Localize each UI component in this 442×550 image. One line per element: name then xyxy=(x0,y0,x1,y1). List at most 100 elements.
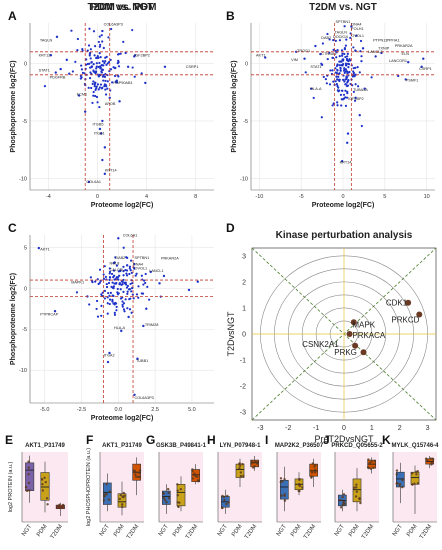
data-point xyxy=(118,274,121,277)
panel-letter: G xyxy=(146,433,155,447)
kinase-label: CSNK2A1 xyxy=(302,340,339,349)
gene-label: ELN xyxy=(402,52,410,56)
box-pdm xyxy=(352,478,362,503)
gene-label: FOLH1 xyxy=(351,27,363,31)
data-point xyxy=(133,393,136,397)
data-point xyxy=(187,288,191,292)
data-point xyxy=(91,101,94,105)
data-point xyxy=(86,49,89,52)
data-point xyxy=(98,127,102,131)
data-point xyxy=(360,124,363,128)
data-point xyxy=(93,85,96,88)
sample-point xyxy=(313,470,317,474)
sample-point xyxy=(178,501,181,504)
data-point xyxy=(94,81,97,84)
x-tick-label: 8 xyxy=(194,194,197,200)
data-point xyxy=(87,180,91,184)
sample-point xyxy=(176,489,179,492)
sample-point xyxy=(354,495,358,498)
data-point xyxy=(99,55,102,59)
panel-title: LYN_P07948-1 xyxy=(220,443,261,449)
sample-point xyxy=(102,499,106,502)
data-point xyxy=(346,55,349,58)
gene-label: CSRP1 xyxy=(419,67,432,71)
data-point xyxy=(110,285,113,288)
sample-point xyxy=(166,487,170,491)
data-point xyxy=(122,270,125,273)
data-point xyxy=(352,90,355,94)
x-tick-label: -3 xyxy=(257,425,263,432)
data-point xyxy=(68,72,71,75)
gene-label: PPFIA1 xyxy=(386,38,399,42)
data-point xyxy=(96,54,99,58)
data-point xyxy=(105,63,108,66)
y-tick-label: -5 xyxy=(243,119,248,125)
sample-point xyxy=(43,476,46,479)
data-point xyxy=(108,96,111,100)
data-point xyxy=(303,57,306,60)
data-point xyxy=(343,67,346,70)
data-point xyxy=(103,297,106,300)
data-point xyxy=(361,47,365,50)
sample-point xyxy=(107,498,111,501)
data-point xyxy=(122,246,125,249)
data-point xyxy=(119,52,122,55)
kinase-label: PRKCD xyxy=(391,315,419,324)
data-point xyxy=(340,160,344,163)
y-tick-label: -10 xyxy=(240,176,248,182)
data-point xyxy=(95,62,98,65)
data-point xyxy=(125,286,129,289)
data-point xyxy=(75,291,79,294)
data-point xyxy=(142,324,145,328)
data-point xyxy=(125,274,129,277)
sample-point xyxy=(167,496,171,500)
data-point xyxy=(95,56,98,60)
data-point xyxy=(336,69,339,72)
data-point xyxy=(339,69,342,72)
data-point xyxy=(352,67,355,70)
data-point xyxy=(341,89,344,92)
data-point xyxy=(113,313,117,316)
data-point xyxy=(162,274,166,278)
gene-label: SPTBN1 xyxy=(135,256,150,260)
y-tick-label: -3 xyxy=(240,410,246,417)
sample-point xyxy=(164,499,167,502)
data-point xyxy=(339,93,343,96)
data-point xyxy=(404,78,407,81)
data-point xyxy=(128,265,131,268)
data-point xyxy=(331,104,334,107)
data-point xyxy=(345,38,348,41)
data-point xyxy=(336,84,339,88)
data-point xyxy=(43,85,47,88)
data-point xyxy=(105,285,109,289)
sample-point xyxy=(283,499,287,502)
data-point xyxy=(338,79,341,83)
data-point xyxy=(92,94,95,97)
data-point xyxy=(346,52,349,55)
data-point xyxy=(352,70,355,73)
data-point xyxy=(90,61,93,64)
data-point xyxy=(108,302,111,306)
gene-label: TAGLN xyxy=(40,38,53,42)
data-point xyxy=(125,272,128,275)
data-point xyxy=(94,280,97,283)
data-point xyxy=(347,66,350,69)
data-point xyxy=(112,302,115,305)
sample-point xyxy=(138,469,142,472)
data-point xyxy=(106,87,109,90)
data-point xyxy=(354,73,357,76)
data-point xyxy=(126,65,130,68)
data-point xyxy=(118,100,121,103)
data-point xyxy=(344,83,347,86)
data-point xyxy=(334,71,337,74)
gene-label: MAPK1 xyxy=(71,280,84,284)
gene-label: COL6A3P3 xyxy=(135,396,154,400)
data-point xyxy=(326,32,329,36)
data-point xyxy=(94,94,97,98)
sample-point xyxy=(176,494,179,497)
sample-point xyxy=(105,482,108,486)
gene-label: TUBB1 xyxy=(136,359,148,363)
panel-title: Kinase perturbation analysis xyxy=(276,230,413,241)
data-point xyxy=(338,39,342,42)
